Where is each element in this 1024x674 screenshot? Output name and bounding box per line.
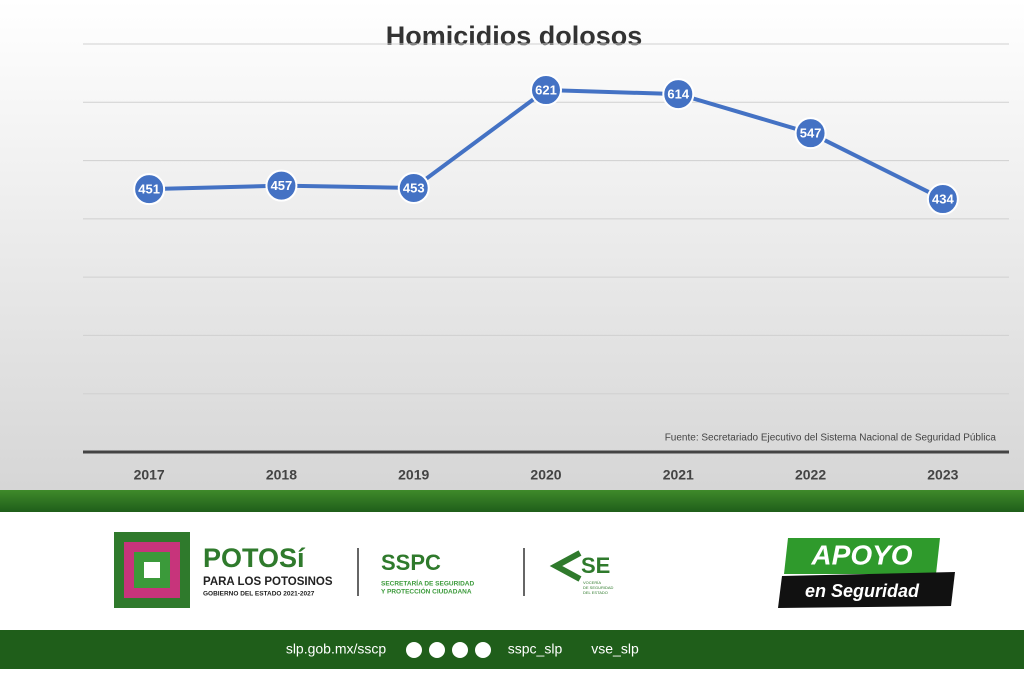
badge-bottom (778, 572, 955, 608)
data-point (133, 173, 166, 206)
x-tick-label: 2021 (663, 467, 694, 483)
potosi-emblem (114, 532, 190, 608)
grass-strip (0, 490, 1024, 512)
data-label: 547 (800, 126, 822, 141)
badge-bottom-text: en Seguridad (805, 581, 920, 601)
sspc-line: SECRETARÍA DE SEGURIDAD (381, 579, 474, 588)
data-label: 614 (667, 87, 689, 102)
data-label: 434 (932, 191, 954, 206)
chart: 2017 2018 2019 2020 2021 2022 2023 451 457 453 621… (83, 43, 1009, 483)
badge-top-text: APOYO (810, 539, 912, 570)
data-point (926, 183, 959, 216)
vse-line: VOCERÍA (583, 580, 601, 585)
x-tick-label: 2020 (530, 467, 561, 483)
data-label: 451 (138, 182, 160, 197)
chart-background (0, 0, 1024, 490)
x-tick-label: 2022 (795, 467, 826, 483)
x-tick-label: 2018 (266, 467, 297, 483)
data-point (265, 169, 298, 202)
data-label: 621 (535, 82, 557, 97)
vse-chevron (549, 550, 582, 582)
potosi-tagline: PARA LOS POTOSINOS (203, 576, 333, 588)
x-tick-label: 2023 (927, 467, 958, 483)
data-label: 457 (271, 178, 293, 193)
data-point (530, 74, 562, 107)
footer-bar (0, 630, 1024, 669)
sspc-name: SSPC (381, 550, 441, 575)
social-icons (406, 642, 491, 658)
chart-title: Homicidios dolosos (386, 21, 643, 51)
source-note: Fuente: Secretariado Ejecutivo del Siste… (665, 433, 997, 444)
x-tick-label: 2017 (134, 467, 165, 483)
vse-name: SE (581, 553, 610, 578)
potosi-name: POTOSí (203, 543, 306, 573)
data-point (397, 171, 430, 204)
social-handle[interactable]: sspc_slp (508, 641, 563, 657)
badge-top (784, 538, 940, 574)
data-point (662, 78, 695, 111)
data-point (794, 117, 827, 150)
x-tick-label: 2019 (398, 467, 429, 483)
data-label: 453 (403, 180, 425, 195)
potosi-subtitle: GOBIERNO DEL ESTADO 2021-2027 (203, 591, 315, 598)
vse-handle[interactable]: vse_slp (591, 641, 639, 657)
website-link[interactable]: slp.gob.mx/sscp (286, 641, 387, 657)
vse-line: DEL ESTADO (583, 590, 608, 595)
sspc-line: Y PROTECCIÓN CIUDADANA (381, 587, 472, 596)
vse-line: DE SEGURIDAD (583, 585, 614, 590)
